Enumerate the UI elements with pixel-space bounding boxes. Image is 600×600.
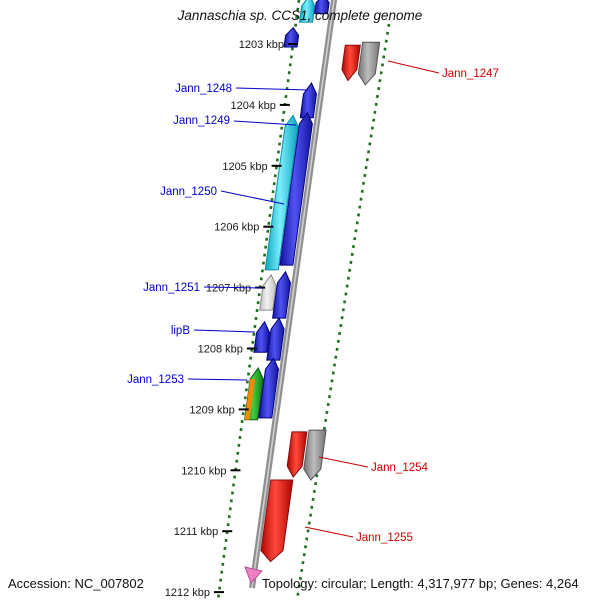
- tick-label: 1205 kbp: [222, 161, 267, 173]
- gene-arrow-gene-1209a[interactable]: [258, 357, 280, 419]
- tick-label: 1210 kbp: [181, 465, 226, 477]
- callout-line-Jann_1248: [235, 87, 309, 91]
- gene-label-Jann_1248[interactable]: Jann_1248: [175, 83, 232, 95]
- gene-arrow-lipB[interactable]: [253, 320, 271, 353]
- gene-label-lipB[interactable]: lipB: [171, 325, 191, 337]
- tick-label: 1209 kbp: [189, 404, 234, 416]
- gene-label-Jann_1249[interactable]: Jann_1249: [173, 115, 230, 127]
- tick-label: 1212 kbp: [165, 587, 210, 599]
- gene-arrow-Jann_1254[interactable]: [286, 431, 308, 478]
- ticks-layer: 1203 kbp 1204 kbp 1205 kbp 1206 kbp 1207 kbp…: [165, 39, 299, 599]
- gene-arrow-Jann_1247[interactable]: [341, 44, 361, 82]
- callout-line-Jann_1250: [220, 190, 285, 205]
- callouts-layer: Jann_1248 Jann_1249 Jann_1250 Jann_1251 lipB…: [127, 60, 499, 544]
- left-strand-dotted-line: [216, 0, 301, 600]
- gene-arrow-Jann_1248[interactable]: [299, 82, 318, 119]
- callout-line-Jann_1249: [233, 120, 297, 126]
- gene-arrow-gene-1203a[interactable]: [357, 41, 381, 86]
- callout-line-Jann_1251: [203, 286, 263, 289]
- gene-label-Jann_1250[interactable]: Jann_1250: [160, 186, 217, 198]
- tick-label: 1207 kbp: [206, 283, 251, 295]
- callout-line-Jann_1253: [187, 378, 248, 381]
- accession-text: Accession: NC_007802: [8, 576, 144, 591]
- gene-label-Jann_1255[interactable]: Jann_1255: [356, 532, 413, 544]
- gene-arrow-partial-left-inner[interactable]: [314, 0, 330, 15]
- gene-arrow-gene-1210a[interactable]: [303, 429, 327, 481]
- tick-label: 1206 kbp: [214, 222, 259, 234]
- callout-line-Jann_1247: [387, 60, 440, 74]
- callout-line-lipB: [193, 329, 256, 333]
- tick-label: 1211 kbp: [174, 526, 218, 538]
- gene-arrow-Jann_1255[interactable]: [260, 479, 294, 563]
- gene-arrow-Jann_1251[interactable]: [259, 273, 277, 311]
- right-strand-dotted-line: [295, 23, 391, 600]
- gene-label-Jann_1247[interactable]: Jann_1247: [442, 68, 499, 80]
- gene-label-Jann_1251[interactable]: Jann_1251: [143, 282, 200, 294]
- topology-text: Topology: circular; Length: 4,317,977 bp…: [262, 576, 579, 591]
- genes-layer: [244, 0, 381, 563]
- callout-line-Jann_1255: [304, 526, 354, 538]
- gene-label-Jann_1254[interactable]: Jann_1254: [371, 462, 429, 474]
- callout-line-Jann_1254: [318, 456, 369, 468]
- gene-arrow-gene-1208a[interactable]: [266, 317, 285, 361]
- gene-label-Jann_1253[interactable]: Jann_1253: [127, 374, 184, 386]
- tick-label: 1203 kbp: [239, 39, 284, 51]
- gene-arrow-partial-left-outer[interactable]: [298, 0, 316, 23]
- sequence-continuation-marker: [244, 566, 263, 584]
- gene-arrow-Jann_1249[interactable]: [279, 111, 313, 266]
- gene-arrow-gene-1202[interactable]: [283, 26, 300, 48]
- genome-axis-highlight: [251, 0, 335, 589]
- tick-label: 1208 kbp: [198, 344, 243, 356]
- tick-label: 1204 kbp: [231, 100, 276, 112]
